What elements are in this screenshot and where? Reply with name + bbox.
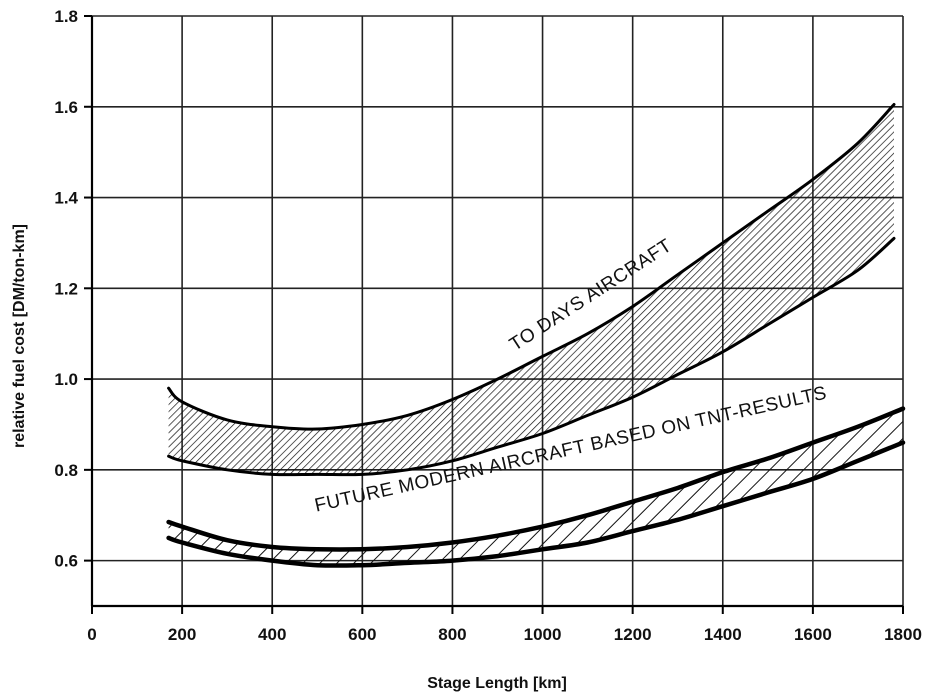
y-tick-label-1_8: 1.8 <box>54 7 78 26</box>
y-tick-label-0_8: 0.8 <box>54 461 78 480</box>
x-tick-label-1400: 1400 <box>704 625 742 644</box>
y-tick-label-1_4: 1.4 <box>54 189 78 208</box>
y-axis-title: relative fuel cost [DM/ton-km] <box>11 224 28 448</box>
x-tick-label-600: 600 <box>348 625 376 644</box>
y-tick-label-0_6: 0.6 <box>54 552 78 571</box>
bands <box>166 103 906 568</box>
y-tick-label-1_6: 1.6 <box>54 98 78 117</box>
x-tick-label-1000: 1000 <box>524 625 562 644</box>
x-tick-label-200: 200 <box>168 625 196 644</box>
band-upper-today <box>167 103 896 431</box>
band-fill-future <box>168 408 904 566</box>
y-tick-label-1_2: 1.2 <box>54 279 78 298</box>
band-lower-today <box>167 236 896 477</box>
x-axis-title: Stage Length [km] <box>427 675 567 692</box>
x-tick-label-1200: 1200 <box>614 625 652 644</box>
x-tick-label-400: 400 <box>258 625 286 644</box>
x-tick-label-0: 0 <box>87 625 96 644</box>
band-fill-today <box>168 104 895 475</box>
band-upper-future <box>166 406 906 552</box>
x-tick-label-1600: 1600 <box>794 625 832 644</box>
x-tick-label-1800: 1800 <box>884 625 922 644</box>
axes: 0 200 400 600 800 1000 1200 1400 1600 1800 0.6 0.8 1… <box>54 7 922 644</box>
band-lower-future <box>166 440 906 568</box>
y-tick-label-1: 1.0 <box>54 370 78 389</box>
x-tick-label-800: 800 <box>438 625 466 644</box>
